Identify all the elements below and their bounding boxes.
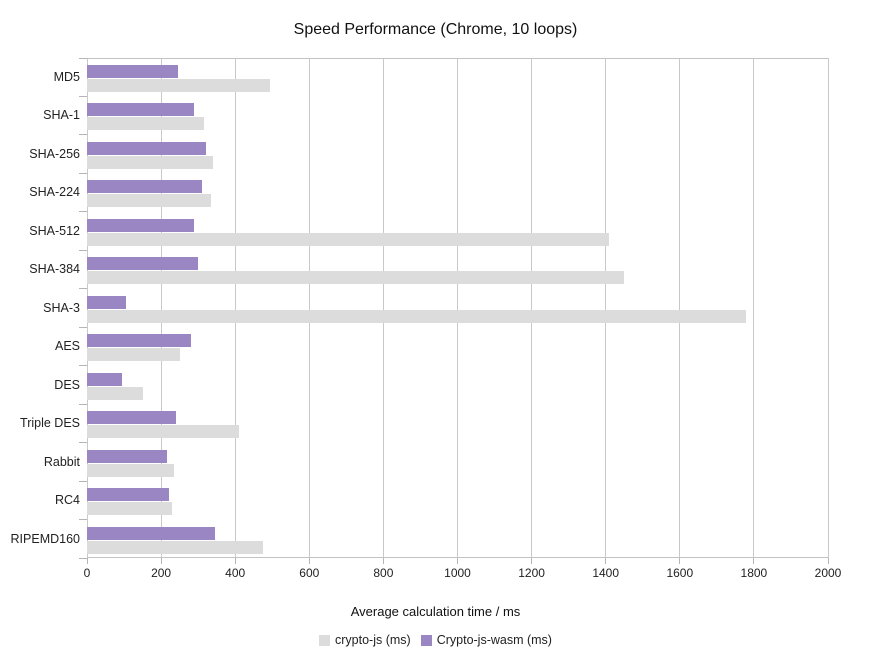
legend-item-crypto-js-wasm-ms[interactable]: Crypto-js-wasm (ms) xyxy=(420,633,552,647)
category-label: Rabbit xyxy=(43,454,80,469)
bar-crypto-js-wasm xyxy=(87,334,191,348)
bar-crypto-js-wasm xyxy=(87,526,215,540)
bar-crypto-js-wasm xyxy=(87,103,195,117)
y-axis-tick xyxy=(79,557,87,559)
bar-crypto-js-wasm xyxy=(87,65,178,78)
x-tick-label: 1000 xyxy=(444,566,471,580)
bar-crypto-js xyxy=(87,155,213,169)
x-axis-tick xyxy=(531,558,533,564)
x-axis-tick xyxy=(308,558,310,564)
y-axis-tick xyxy=(79,249,87,251)
category-label: Triple DES xyxy=(20,416,80,431)
category-label: SHA-384 xyxy=(29,262,80,277)
bar-crypto-js xyxy=(87,79,271,92)
x-tick-label: 1600 xyxy=(666,566,694,580)
y-axis-tick xyxy=(79,172,87,174)
category-label: RC4 xyxy=(54,493,80,508)
bar-crypto-js-wasm xyxy=(87,180,202,194)
bar-crypto-js xyxy=(87,540,263,554)
x-tick-label: 0 xyxy=(83,566,91,580)
legend-swatch xyxy=(319,634,330,646)
gridline xyxy=(531,58,533,558)
bar-crypto-js xyxy=(87,425,239,439)
plot-area: 0 200 400 600 800 1000 1200 1400 1600 1800 2000 MD5… xyxy=(11,57,841,580)
legend: crypto-js (ms) Crypto-js-wasm (ms) xyxy=(0,633,871,647)
y-axis-tick xyxy=(79,57,87,59)
y-axis-tick xyxy=(79,480,87,482)
x-axis-tick xyxy=(753,558,755,564)
category-label: DES xyxy=(54,377,80,392)
x-tick-label: 1200 xyxy=(518,566,545,580)
legend-item-crypto-js-ms[interactable]: crypto-js (ms) xyxy=(319,633,411,647)
x-tick-label: 1800 xyxy=(740,566,768,580)
bar-crypto-js-wasm xyxy=(87,257,199,271)
bar-crypto-js-wasm xyxy=(87,411,176,425)
bar-crypto-js-wasm xyxy=(87,218,195,232)
gridline xyxy=(753,58,755,558)
bar-crypto-js xyxy=(87,271,625,285)
bar-crypto-js-wasm xyxy=(87,488,169,502)
y-axis-tick xyxy=(79,519,87,521)
y-axis-tick xyxy=(79,95,87,97)
category-label: RIPEMD160 xyxy=(10,531,80,546)
bar-crypto-js xyxy=(87,309,747,323)
bar-crypto-js xyxy=(87,502,173,516)
gridline xyxy=(234,58,236,558)
bar-crypto-js xyxy=(87,117,204,131)
gridline xyxy=(382,58,384,558)
y-axis-tick xyxy=(79,442,87,444)
bar-crypto-js xyxy=(87,463,175,477)
bar-crypto-js xyxy=(87,386,143,400)
gridline xyxy=(605,58,607,558)
bar-crypto-js-wasm xyxy=(87,449,167,463)
category-label: MD5 xyxy=(53,70,80,84)
bar-crypto-js xyxy=(87,194,212,208)
category-label: SHA-256 xyxy=(29,146,80,161)
chart-title: Speed Performance (Chrome, 10 loops) xyxy=(293,21,578,38)
x-axis-tick xyxy=(827,558,829,564)
x-axis-tick xyxy=(605,558,607,564)
x-tick-label: 200 xyxy=(151,566,172,580)
bar-crypto-js-wasm xyxy=(87,372,123,386)
legend-label: crypto-js (ms) xyxy=(335,633,411,647)
category-label: SHA-224 xyxy=(29,185,80,200)
bar-crypto-js xyxy=(87,232,610,246)
category-label: SHA-512 xyxy=(29,223,80,238)
y-axis-tick xyxy=(79,403,87,405)
y-axis-tick xyxy=(79,211,87,213)
x-axis-tick xyxy=(382,558,384,564)
y-axis-tick xyxy=(79,326,87,328)
x-axis-tick xyxy=(679,558,681,564)
gridline xyxy=(679,58,681,558)
x-axis-tick xyxy=(160,558,162,564)
x-axis-title: Average calculation time / ms xyxy=(350,604,521,619)
x-tick-label: 1400 xyxy=(592,566,620,580)
x-axis-tick xyxy=(234,558,236,564)
gridline xyxy=(827,58,829,558)
x-axis-tick xyxy=(457,558,458,564)
bar-crypto-js xyxy=(87,348,180,362)
category-label: SHA-3 xyxy=(43,300,80,315)
gridline xyxy=(160,58,162,558)
y-axis-tick xyxy=(79,365,87,367)
y-axis-tick xyxy=(79,288,87,290)
x-tick-label: 2000 xyxy=(814,566,842,580)
x-axis-tick xyxy=(86,558,88,564)
category-label: AES xyxy=(54,339,80,354)
gridline xyxy=(457,58,458,558)
legend-label: Crypto-js-wasm (ms) xyxy=(436,633,552,647)
x-axis-line xyxy=(87,557,828,558)
plot-top-border xyxy=(87,58,828,59)
bar-crypto-js-wasm xyxy=(87,295,126,309)
x-tick-label: 800 xyxy=(373,566,394,580)
y-axis-tick xyxy=(79,134,87,136)
bar-crypto-js-wasm xyxy=(87,141,206,155)
x-tick-label: 400 xyxy=(225,566,246,580)
x-tick-label: 600 xyxy=(299,566,320,580)
gridline xyxy=(308,58,310,558)
category-label: SHA-1 xyxy=(43,108,80,123)
legend-swatch xyxy=(420,634,432,646)
